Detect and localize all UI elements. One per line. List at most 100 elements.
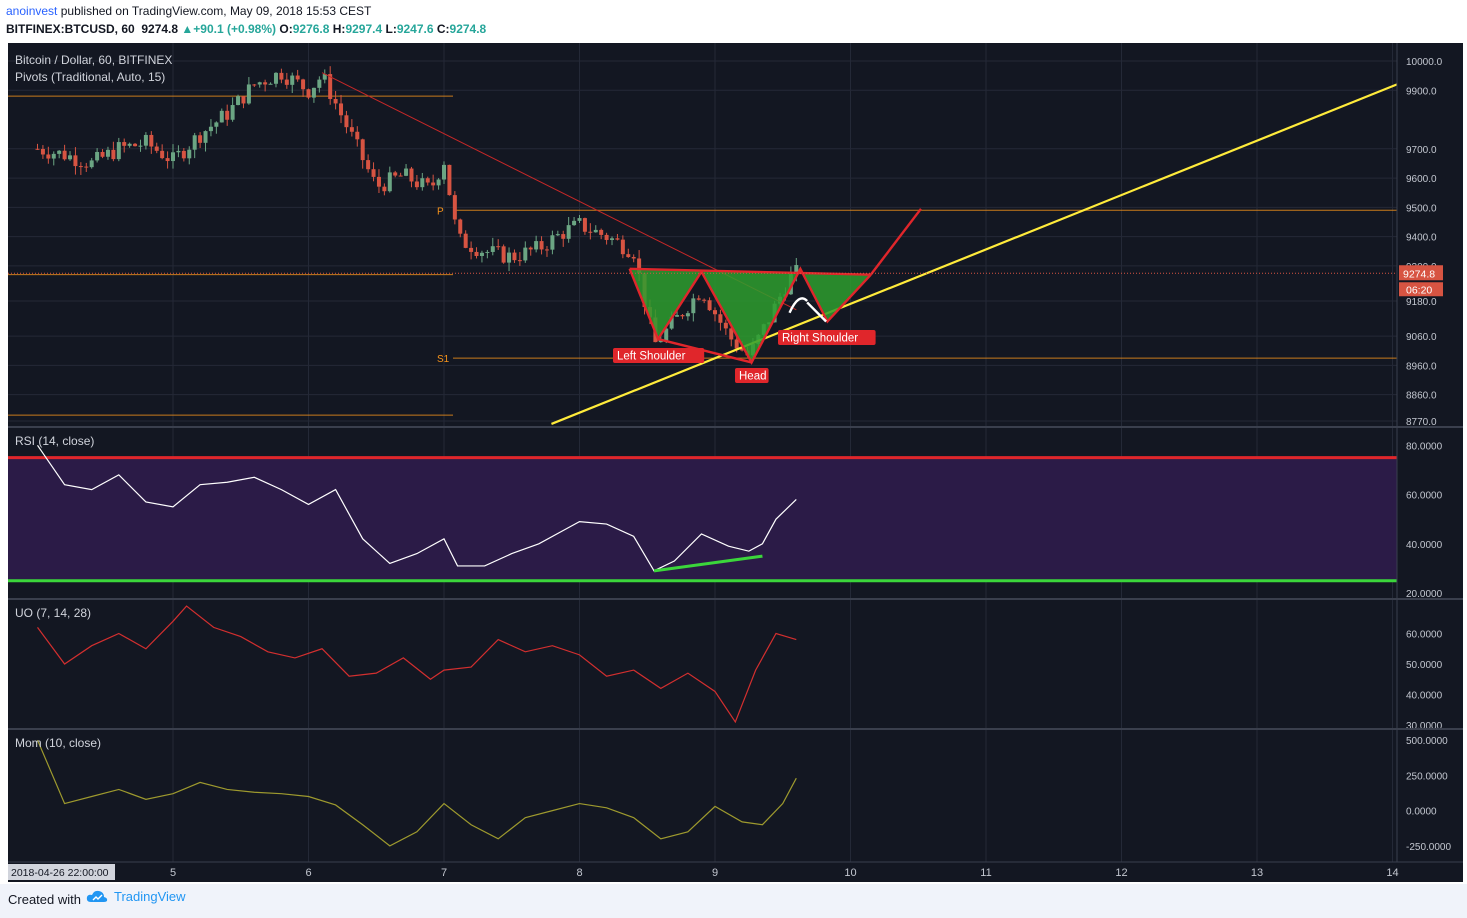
symbol-label: BITFINEX:BTCUSD, 60	[6, 22, 135, 36]
base-line	[657, 337, 752, 364]
candle-body	[322, 74, 327, 80]
candle-body	[452, 195, 457, 220]
candle-body	[631, 257, 636, 259]
candle-body	[290, 75, 295, 85]
last-price-tag: 9274.8	[1403, 268, 1435, 280]
candle-body	[420, 178, 425, 188]
high-label: H:	[332, 22, 346, 36]
candle-body	[89, 160, 94, 168]
candle-body	[133, 143, 138, 147]
candle-body	[620, 239, 625, 255]
candle-body	[246, 84, 251, 104]
candle-body	[344, 115, 349, 128]
candle-body	[203, 131, 208, 143]
candle-body	[73, 155, 78, 167]
candle-body	[68, 155, 73, 160]
projection-arc	[788, 297, 809, 314]
low-value: 9247.6	[396, 22, 434, 36]
tradingview-brand: TradingView	[114, 889, 186, 904]
candle-body	[577, 218, 582, 221]
time-tick-label: 5	[170, 867, 176, 879]
candle-body	[414, 181, 419, 188]
time-tick-label: 14	[1386, 867, 1398, 879]
candle-body	[555, 234, 560, 236]
high-value: 9297.4	[345, 22, 383, 36]
cloud-icon	[86, 890, 108, 902]
candle-body	[116, 142, 121, 160]
price-candles	[35, 66, 799, 358]
candle-body	[371, 169, 376, 177]
candle-body	[409, 168, 414, 182]
open-value: 9276.8	[292, 22, 330, 36]
candle-body	[349, 127, 354, 132]
candle-body	[669, 316, 674, 329]
candle-body	[171, 152, 175, 162]
candle-body	[485, 251, 490, 253]
publish-info: anoinvest published on TradingView.com, …	[6, 4, 371, 18]
published-text: published on TradingView.com, May 09, 20…	[60, 4, 372, 18]
candle-body	[328, 74, 333, 99]
author-link[interactable]: anoinvest	[6, 4, 58, 18]
tradingview-logo[interactable]: TradingView	[86, 889, 186, 904]
time-tick-label: 9	[712, 867, 718, 879]
candle-body	[393, 172, 398, 176]
candle-body	[431, 182, 436, 186]
pivot-level-label: S1	[437, 354, 450, 365]
candle-body	[35, 148, 40, 150]
candle-body	[458, 219, 463, 234]
candle-body	[469, 247, 474, 252]
chart-canvas[interactable]: 10000.0 9900.0 9700.0 9600.0 9500.0 9400.0 9 30…	[0, 0, 1467, 884]
price-tick-label: 8770.0	[1406, 417, 1437, 428]
candle-body	[176, 150, 181, 153]
candle-body	[436, 179, 441, 186]
uo-line	[37, 605, 797, 724]
candle-body	[263, 82, 268, 85]
candle-body	[680, 315, 685, 317]
candle-body	[241, 96, 246, 104]
last-price: 9274.8	[141, 22, 179, 36]
indicator-tick-label: 40.0000	[1406, 540, 1443, 551]
candle-body	[490, 246, 495, 252]
candle-body	[544, 249, 549, 251]
candle-body	[311, 87, 316, 98]
candle-body	[539, 241, 544, 250]
candle-body	[46, 154, 51, 159]
candle-body	[496, 246, 501, 248]
candle-body	[84, 166, 89, 168]
candle-body	[387, 172, 392, 192]
candle-body	[696, 298, 701, 300]
candle-body	[729, 328, 734, 340]
candle-body	[257, 82, 262, 85]
candle-body	[691, 298, 696, 314]
candle-body	[236, 96, 241, 106]
indicator-tick-label: 50.0000	[1406, 660, 1443, 671]
indicator-tick-label: 40.0000	[1406, 691, 1443, 702]
time-tick-label: 7	[441, 867, 447, 879]
candle-body	[366, 160, 371, 170]
created-with-label: Created with	[8, 892, 81, 907]
candle-body	[360, 139, 365, 161]
candle-body	[78, 166, 83, 168]
candle-body	[127, 143, 132, 146]
chart-background	[8, 43, 1463, 863]
candle-body	[723, 322, 728, 329]
candle-body	[523, 247, 528, 261]
candle-body	[181, 150, 186, 159]
time-tick-label: 13	[1251, 867, 1263, 879]
indicator-tick-label: 30.0000	[1406, 721, 1443, 732]
open-label: O:	[279, 22, 293, 36]
indicator-tick-label: -250.0000	[1406, 842, 1451, 853]
candle-body	[105, 149, 110, 157]
candle-body	[317, 79, 322, 88]
low-label: L:	[385, 22, 397, 36]
candle-body	[610, 238, 615, 240]
time-tick-label: 11	[980, 867, 991, 879]
candle-body	[713, 310, 717, 315]
candle-body	[100, 151, 105, 157]
right-shoulder-label-bg	[778, 330, 876, 345]
indicator-title: RSI (14, close)	[15, 434, 94, 448]
candle-body	[295, 75, 300, 80]
candle-body	[734, 339, 739, 349]
indicator-tick-label: 20.0000	[1406, 589, 1443, 600]
candle-body	[685, 313, 690, 317]
